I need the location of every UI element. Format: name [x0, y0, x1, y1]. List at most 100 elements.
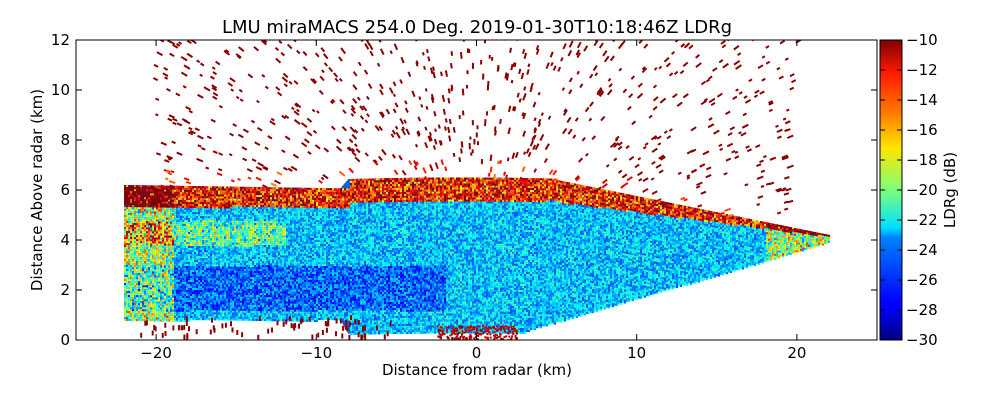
ldr-cell — [144, 253, 147, 256]
ldr-cell — [200, 232, 203, 235]
ldr-cell — [240, 306, 243, 309]
ldr-cell — [256, 281, 259, 284]
ldr-cell — [218, 232, 221, 235]
ldr-cell — [210, 286, 213, 289]
ldr-cell — [224, 258, 227, 261]
ldr-cell — [224, 296, 227, 299]
ldr-cell — [210, 250, 213, 253]
ldr-cell — [168, 223, 171, 226]
ldr-cell — [264, 295, 267, 298]
ldr-cell — [258, 207, 261, 210]
ldr-cell — [234, 200, 237, 203]
ldr-cell — [168, 305, 171, 308]
ldr-cell — [252, 253, 255, 255]
ldr-cell — [224, 244, 227, 247]
ldr-cell — [254, 209, 257, 211]
ldr-cell — [154, 231, 157, 234]
ldr-cell — [244, 318, 247, 321]
ldr-cell — [128, 219, 131, 222]
ldr-cell — [268, 219, 271, 222]
ldr-cell — [200, 204, 203, 207]
ldr-cell — [218, 316, 221, 319]
ldr-cell — [132, 285, 135, 288]
ldr-cell — [214, 296, 217, 299]
ldr-cell — [156, 229, 159, 232]
ldr-cell — [248, 206, 251, 209]
ldr-cell — [224, 188, 227, 191]
ldr-cell — [254, 317, 257, 319]
ldr-cell — [126, 277, 129, 279]
ldr-cell — [162, 277, 165, 280]
ldr-cell — [136, 293, 139, 296]
ldr-cell — [206, 186, 209, 189]
ldr-cell — [256, 243, 259, 246]
ldr-cell — [192, 318, 195, 321]
ldr-cell — [260, 215, 263, 218]
ldr-cell — [168, 249, 171, 252]
ldr-cell — [270, 195, 273, 198]
ldr-cell — [166, 229, 169, 232]
ldr-cell — [194, 310, 197, 313]
ldr-cell — [246, 314, 249, 317]
ldr-cell — [262, 315, 265, 318]
ldr-cell — [232, 252, 235, 255]
ldr-cell — [138, 229, 141, 232]
ldr-cell — [174, 213, 177, 216]
ldr-cell — [168, 255, 171, 258]
ldr-cell — [234, 186, 237, 189]
ldr-cell — [226, 286, 229, 289]
ldr-cell — [158, 307, 161, 310]
ldr-cell — [194, 200, 197, 203]
ldr-cell — [220, 292, 223, 295]
ldr-cell — [208, 286, 211, 289]
ldr-cell — [250, 249, 253, 251]
ldr-cell — [184, 187, 187, 190]
ldr-cell — [134, 313, 137, 316]
ldr-cell — [264, 275, 267, 278]
ldr-cell — [208, 200, 211, 203]
ldr-cell — [244, 212, 247, 215]
ldr-cell — [218, 196, 221, 199]
ldr-cell — [260, 209, 263, 212]
ldr-cell — [270, 199, 273, 202]
ldr-cell — [164, 305, 167, 308]
ldr-cell — [182, 191, 185, 194]
ldr-cell — [192, 192, 195, 195]
ldr-cell — [146, 229, 149, 232]
ldr-cell — [146, 185, 149, 188]
ldr-cell — [214, 292, 217, 295]
ldr-cell — [222, 208, 225, 211]
ldr-cell — [216, 252, 219, 255]
ldr-cell — [206, 244, 209, 247]
ldr-cell — [184, 275, 187, 278]
ldr-cell — [218, 186, 221, 189]
ldr-cell — [240, 230, 243, 233]
ldr-cell — [180, 271, 183, 274]
ldr-cell — [162, 291, 165, 294]
ldr-cell — [146, 285, 149, 288]
ldr-cell — [218, 192, 221, 195]
ldr-cell — [186, 294, 189, 296]
ldr-cell — [244, 238, 247, 241]
ldr-cell — [214, 242, 217, 245]
ldr-cell — [130, 273, 133, 276]
ldr-cell — [252, 199, 255, 201]
ldr-cell — [174, 237, 177, 240]
ldr-cell — [186, 194, 189, 196]
ldr-cell — [248, 218, 251, 221]
ldr-cell — [160, 289, 163, 292]
ldr-cell — [214, 206, 217, 209]
ldr-cell — [186, 216, 189, 218]
ldr-cell — [256, 217, 259, 220]
ldr-cell — [254, 187, 257, 189]
ldr-cell — [176, 203, 179, 206]
ldr-cell — [158, 209, 161, 212]
ldr-cell — [148, 309, 151, 312]
ldr-cell — [224, 234, 227, 237]
ldr-cell — [188, 276, 191, 278]
ldr-cell — [266, 207, 269, 210]
ldr-cell — [202, 186, 205, 189]
ldr-cell — [252, 287, 255, 289]
ldr-cell — [150, 285, 153, 288]
ldr-cell — [200, 218, 203, 221]
